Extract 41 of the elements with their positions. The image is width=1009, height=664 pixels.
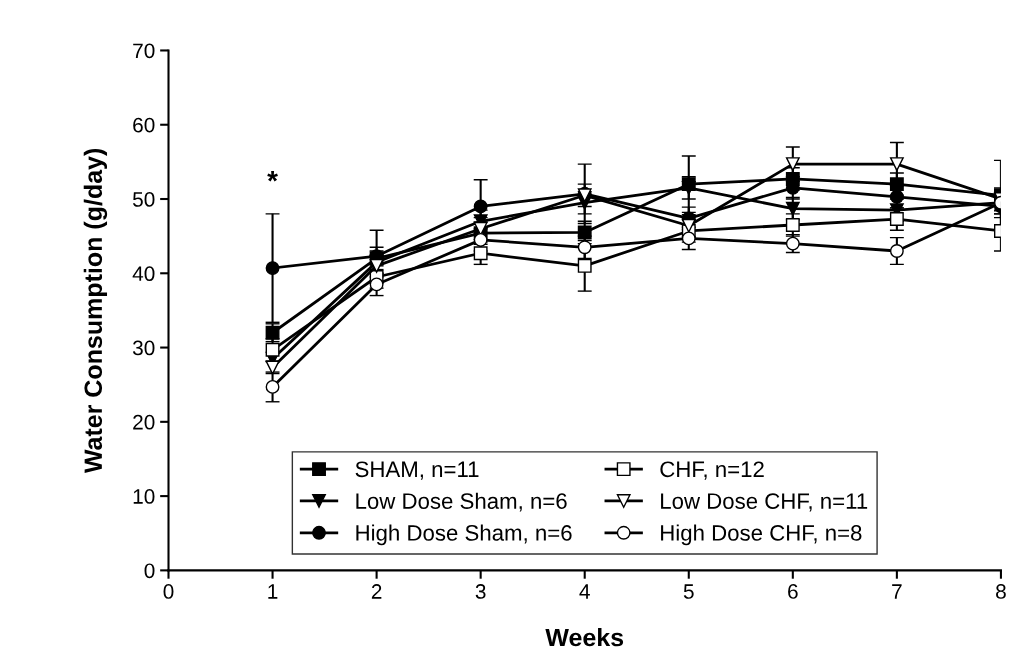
point	[265, 379, 280, 394]
y-tick-label: 50	[132, 192, 155, 207]
y-axis-title: Water Consumption (g/day)	[83, 148, 108, 474]
legend-label: High Dose CHF, n=8	[661, 524, 862, 546]
x-tick-label: 0	[163, 584, 174, 599]
y-tick-label: 0	[144, 563, 155, 579]
x-axis-title: Weeks	[545, 627, 624, 647]
y-tick-label: 40	[132, 266, 155, 282]
legend-label: High Dose Sham, n=6	[356, 524, 572, 546]
y-tick-label: 10	[133, 489, 155, 504]
point	[889, 189, 904, 204]
point	[889, 177, 904, 192]
point	[369, 277, 384, 292]
x-tick-label: 4	[579, 584, 590, 599]
x-tick-label: 3	[475, 584, 486, 599]
y-tick-label: 30	[132, 340, 155, 356]
annotation: *	[267, 171, 278, 182]
point	[265, 261, 280, 276]
x-tick-label: 8	[996, 584, 1006, 599]
x-tick-label: 6	[788, 584, 798, 599]
y-tick-label: 60	[133, 117, 155, 133]
x-tick-label: 2	[371, 584, 382, 599]
point	[681, 218, 696, 233]
point	[889, 212, 904, 227]
point	[785, 157, 800, 172]
point	[785, 218, 800, 232]
y-tick-label: 70	[133, 43, 155, 59]
x-tick-label: 7	[892, 584, 902, 599]
point	[473, 199, 488, 214]
x-tick-label: 1	[268, 584, 278, 599]
legend-label: Low Dose CHF, n=11	[661, 493, 868, 512]
point	[889, 244, 904, 258]
point	[577, 258, 592, 273]
legend-label: Low Dose Sham, n=6	[356, 492, 567, 512]
legend-label: CHF, n=12	[660, 461, 764, 480]
y-tick-label: 20	[133, 414, 155, 430]
point	[473, 232, 488, 247]
point	[889, 157, 904, 172]
point	[577, 240, 592, 255]
legend-label: SHAM, n=11	[355, 461, 479, 480]
x-tick-label: 5	[683, 584, 694, 599]
